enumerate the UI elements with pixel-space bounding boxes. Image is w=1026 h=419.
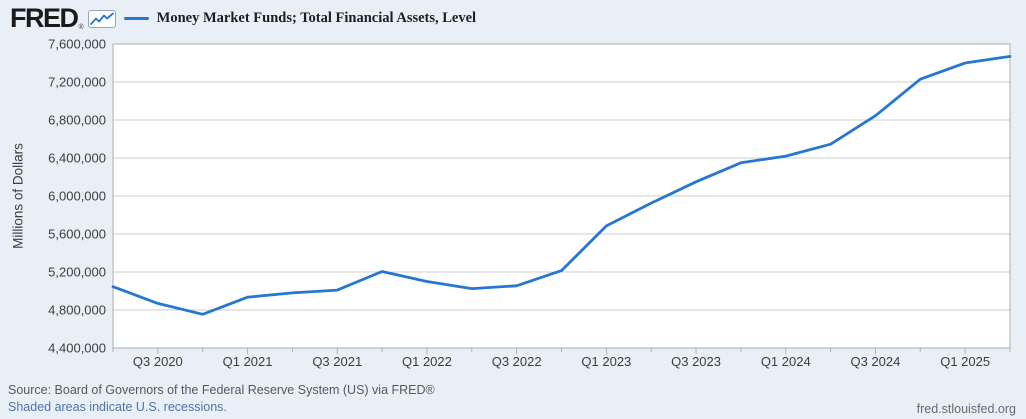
source-text: Source: Board of Governors of the Federa… [8, 382, 435, 397]
svg-text:Q3 2021: Q3 2021 [312, 354, 362, 369]
legend-series-label: Money Market Funds; Total Financial Asse… [156, 10, 477, 26]
registered-trademark-symbol: ® [78, 24, 84, 31]
svg-text:Q3 2020: Q3 2020 [133, 354, 183, 369]
svg-text:4,400,000: 4,400,000 [48, 341, 106, 356]
sparkline-chart-icon [87, 9, 116, 28]
svg-text:5,200,000: 5,200,000 [48, 265, 106, 280]
svg-text:6,000,000: 6,000,000 [48, 189, 106, 204]
svg-text:Q3 2024: Q3 2024 [851, 354, 901, 369]
svg-text:Q1 2025: Q1 2025 [940, 354, 990, 369]
fred-logo-text: FRED [10, 3, 79, 33]
svg-text:7,200,000: 7,200,000 [48, 75, 106, 90]
svg-text:Q3 2022: Q3 2022 [492, 354, 542, 369]
chart-footer: Source: Board of Governors of the Federa… [8, 383, 1016, 416]
svg-text:7,600,000: 7,600,000 [48, 37, 106, 52]
legend-line-swatch [123, 17, 149, 20]
svg-text:Q1 2021: Q1 2021 [223, 354, 273, 369]
fred-logo[interactable]: FRED ® [10, 5, 116, 32]
svg-text:Q1 2022: Q1 2022 [402, 354, 452, 369]
y-axis-title: Millions of Dollars [10, 143, 26, 249]
site-url: fred.stlouisfed.org [916, 402, 1016, 416]
recessions-note-link[interactable]: Shaded areas indicate U.S. recessions. [8, 400, 227, 414]
svg-text:Q1 2024: Q1 2024 [761, 354, 811, 369]
svg-text:Q1 2023: Q1 2023 [581, 354, 631, 369]
chart-legend: Money Market Funds; Total Financial Asse… [123, 10, 477, 27]
chart-header: FRED ® Money Market Funds; Total Financi… [10, 5, 476, 32]
footer-source-block: Source: Board of Governors of the Federa… [8, 383, 435, 416]
svg-text:6,800,000: 6,800,000 [48, 113, 106, 128]
svg-text:Q3 2023: Q3 2023 [671, 354, 721, 369]
svg-text:6,400,000: 6,400,000 [48, 151, 106, 166]
svg-text:4,800,000: 4,800,000 [48, 303, 106, 318]
svg-text:5,600,000: 5,600,000 [48, 227, 106, 242]
